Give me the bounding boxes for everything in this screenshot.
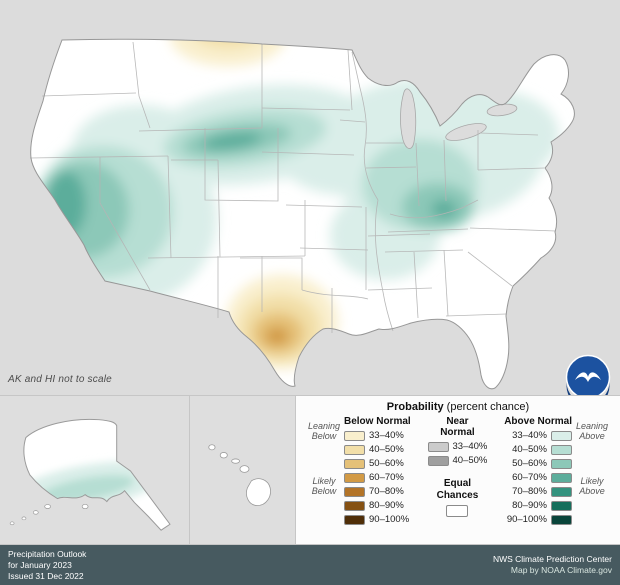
legend-row: 80–90% — [512, 500, 572, 511]
near-normal-header: Near Normal — [440, 416, 475, 438]
us-outline — [30, 38, 575, 390]
legend-row: 80–90% — [344, 500, 411, 511]
legend-row: 70–80% — [344, 486, 411, 497]
alaska-inset — [0, 395, 190, 545]
legend-row: 50–60% — [344, 458, 411, 469]
legend-row: 90–100% — [507, 514, 572, 525]
state-borders — [29, 41, 557, 333]
likely-above-label: Likely Above — [579, 476, 605, 497]
above-normal-header: Above Normal — [504, 416, 572, 427]
legend-near-column: Near Normal 33–40% 40–50% Equal Chances — [419, 416, 495, 517]
legend-below-column: Leaning Below Likely Below Below Normal … — [304, 416, 411, 540]
legend-swatch — [427, 441, 449, 452]
above-qualifiers: Leaning Above Likely Above — [572, 416, 612, 540]
legend-swatch — [550, 514, 572, 525]
legend-row: 33–40% — [344, 430, 411, 441]
legend-row: 90–100% — [344, 514, 411, 525]
conus-map-svg — [29, 38, 575, 390]
legend-swatch — [550, 444, 572, 455]
legend-swatch — [550, 458, 572, 469]
conus-map: AK and HI not to scale — [8, 38, 575, 390]
legend-row: 33–40% — [512, 430, 572, 441]
bottom-row: Probability (percent chance) Leaning Bel… — [0, 395, 620, 545]
aleutian-islands — [9, 503, 89, 526]
legend-row: 33–40% — [427, 441, 487, 452]
legend-swatch — [344, 458, 365, 469]
footer: Precipitation Outlook for January 2023 I… — [0, 545, 620, 585]
legend-row: 60–70% — [344, 472, 411, 483]
scale-note: AK and HI not to scale — [8, 374, 112, 385]
legend-swatch — [344, 486, 365, 497]
hawaii-inset — [189, 395, 296, 545]
legend-row: 50–60% — [512, 458, 572, 469]
legend-swatch — [550, 472, 572, 483]
legend-swatch — [344, 444, 365, 455]
legend-row: 40–50% — [344, 444, 411, 455]
likely-below-label: Likely Below — [311, 476, 337, 497]
legend-swatch — [550, 486, 572, 497]
legend-swatch — [344, 430, 365, 441]
footer-credit: NWS Climate Prediction Center Map by NOA… — [492, 554, 612, 576]
legend: Probability (percent chance) Leaning Bel… — [295, 395, 620, 545]
leaning-below-label: Leaning Below — [307, 421, 341, 442]
great-lakes — [400, 88, 518, 149]
legend-title: Probability (percent chance) — [386, 401, 530, 413]
legend-row: 40–50% — [512, 444, 572, 455]
legend-row: 60–70% — [512, 472, 572, 483]
legend-swatch — [550, 500, 572, 511]
legend-swatch — [427, 455, 449, 466]
legend-swatch — [344, 500, 365, 511]
equal-chances-label: Equal Chances — [436, 478, 479, 501]
footer-title: Precipitation Outlook for January 2023 I… — [8, 549, 87, 582]
below-qualifiers: Leaning Below Likely Below — [304, 416, 344, 540]
legend-row: 40–50% — [427, 455, 487, 466]
legend-swatch — [550, 430, 572, 441]
equal-chances-swatch — [446, 505, 469, 517]
legend-above-column: Above Normal 33–40% 40–50% 50–60% 60–70%… — [504, 416, 612, 540]
leaning-above-label: Leaning Above — [575, 421, 608, 442]
below-normal-header: Below Normal — [344, 416, 411, 427]
legend-row: 70–80% — [512, 486, 572, 497]
hawaii-islands — [208, 444, 271, 506]
legend-swatch — [344, 472, 365, 483]
legend-swatch — [344, 514, 365, 525]
noaa-logo-icon — [565, 354, 611, 408]
